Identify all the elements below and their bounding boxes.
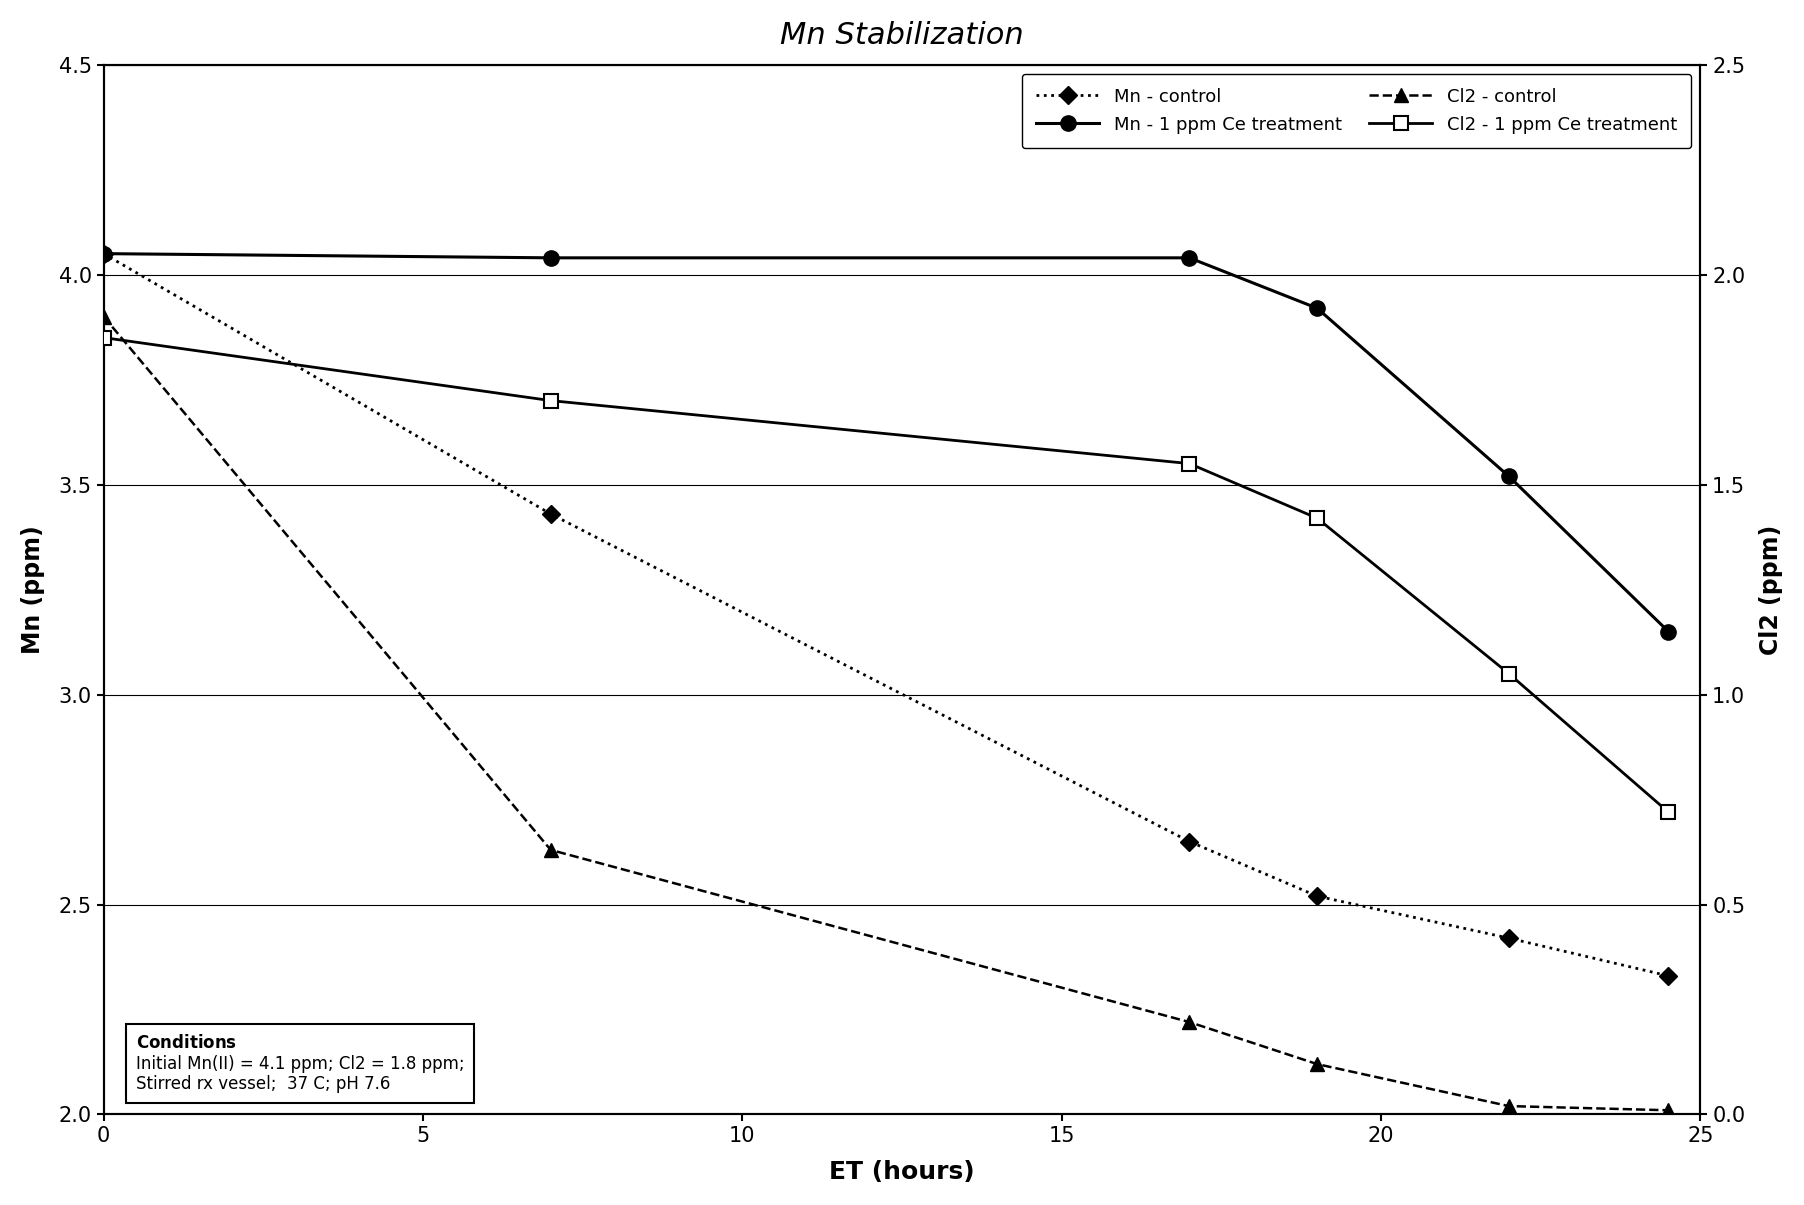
Y-axis label: Mn (ppm): Mn (ppm) xyxy=(22,525,45,654)
Legend: Mn - control, Mn - 1 ppm Ce treatment, Cl2 - control, Cl2 - 1 ppm Ce treatment: Mn - control, Mn - 1 ppm Ce treatment, C… xyxy=(1021,74,1692,148)
Y-axis label: Cl2 (ppm): Cl2 (ppm) xyxy=(1759,524,1782,654)
Text: $\bf{Conditions}$
Initial Mn(II) = 4.1 ppm; Cl2 = 1.8 ppm;
Stirred rx vessel;  3: $\bf{Conditions}$ Initial Mn(II) = 4.1 p… xyxy=(135,1034,464,1093)
X-axis label: ET (hours): ET (hours) xyxy=(830,1160,974,1185)
Title: Mn Stabilization: Mn Stabilization xyxy=(779,20,1025,49)
